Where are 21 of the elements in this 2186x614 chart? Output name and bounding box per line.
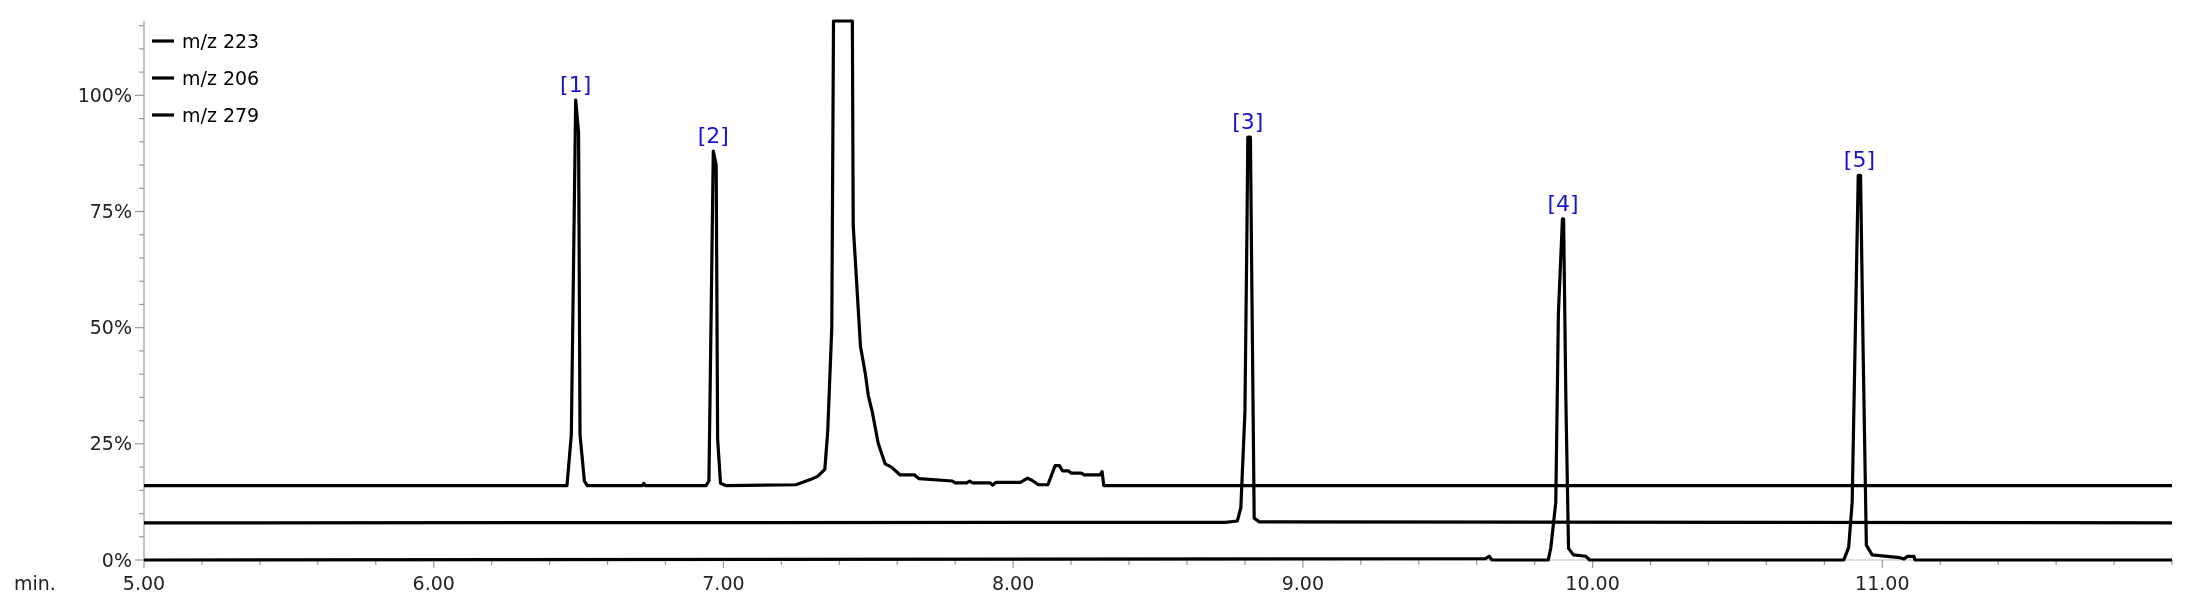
annotation: [2] [697, 123, 729, 149]
y-tick-label: 50% [89, 316, 132, 339]
legend-label: m/z 279 [182, 103, 260, 126]
x-tick-label: 8.00 [991, 572, 1035, 594]
y-tick-label: 75% [89, 200, 132, 223]
y-tick-label: 100% [77, 83, 132, 106]
annotation: [3] [1232, 109, 1264, 135]
legend-label: m/z 206 [182, 66, 260, 89]
annotation: [5] [1843, 147, 1875, 173]
annotation: [4] [1547, 190, 1579, 216]
x-tick-label: 7.00 [702, 572, 745, 594]
x-axis-title: min. [14, 572, 56, 594]
y-tick-label: 25% [89, 432, 132, 455]
y-tick-label: 0% [101, 548, 132, 571]
annotation: [1] [560, 71, 592, 97]
x-tick-label: 10.00 [1565, 572, 1620, 594]
x-tick-label: 5.00 [122, 572, 166, 594]
legend-label: m/z 223 [182, 29, 260, 52]
x-tick-label: 9.00 [1281, 572, 1325, 594]
x-tick-label: 6.00 [412, 572, 455, 594]
x-tick-label: 11.00 [1855, 572, 1910, 594]
